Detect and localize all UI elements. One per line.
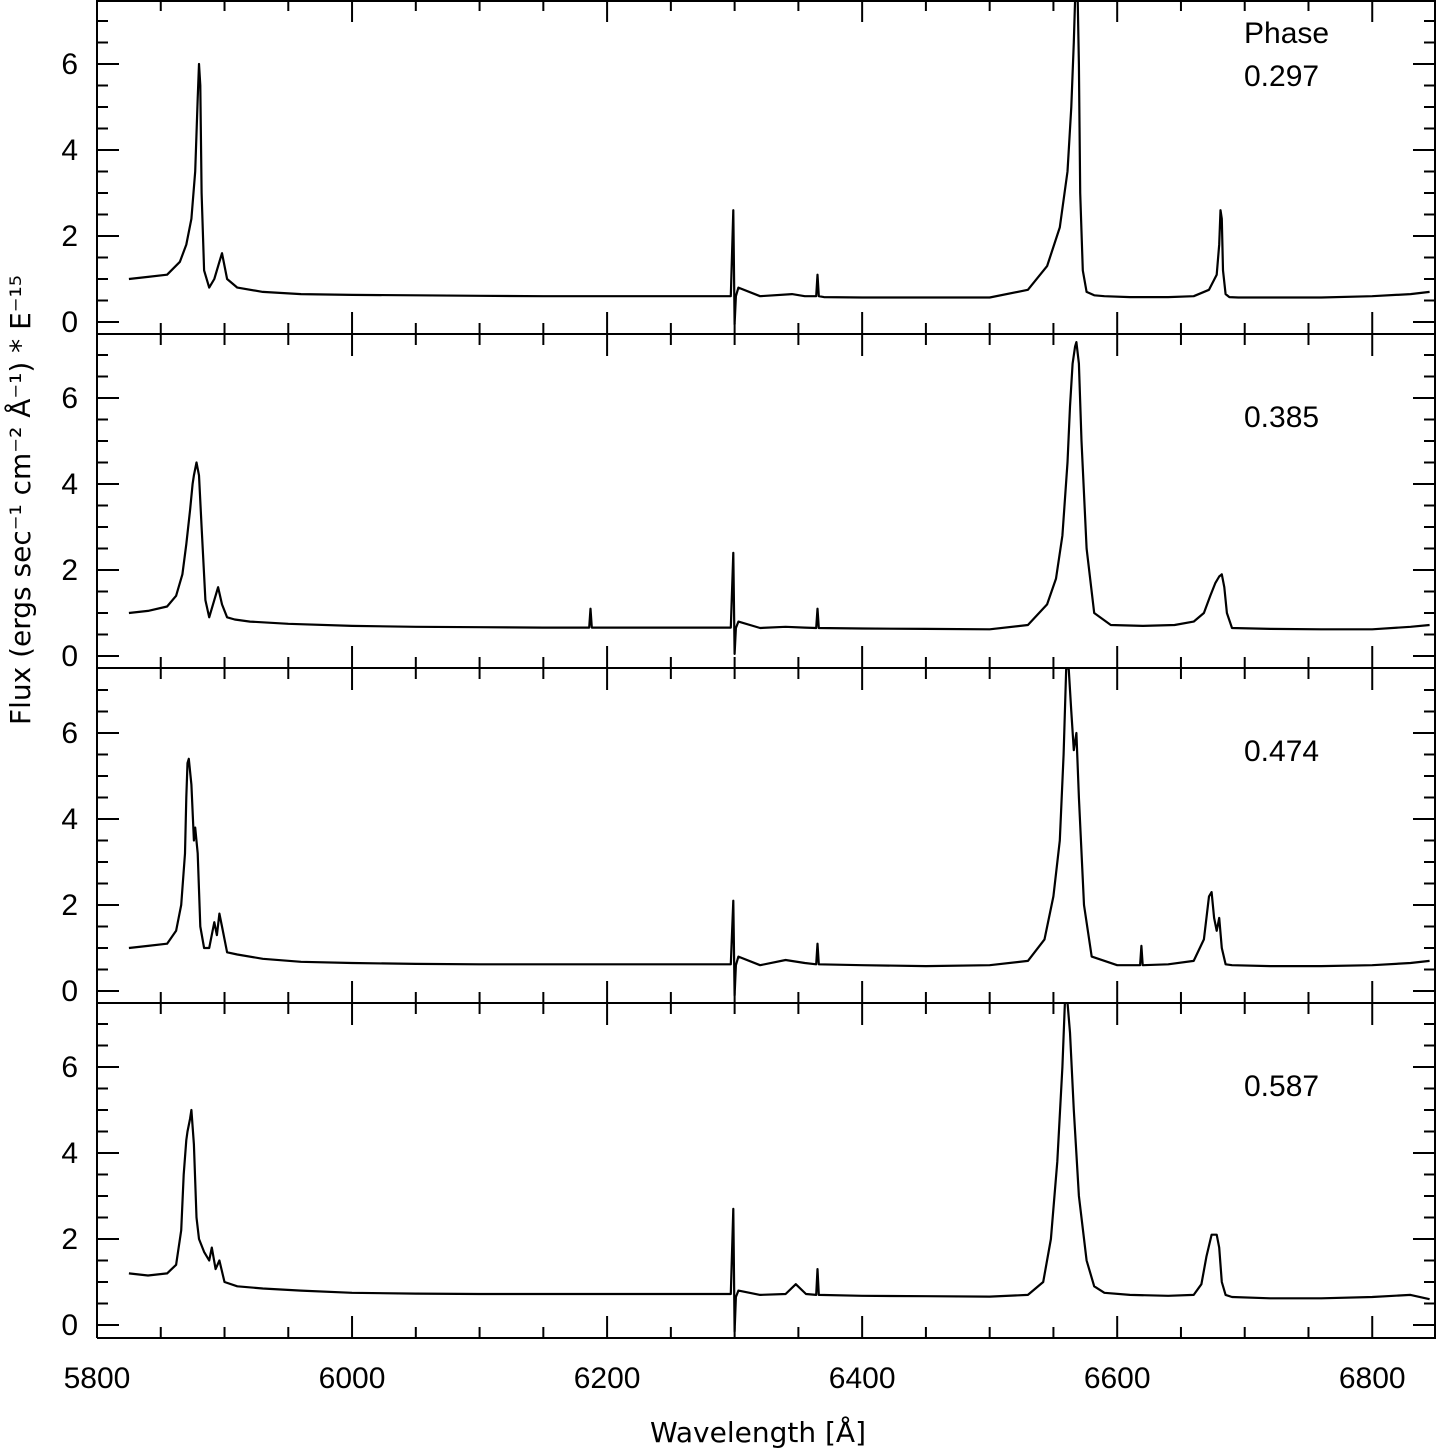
phase-label: 0.385 — [1244, 401, 1319, 434]
x-axis: 5800 6000 6200 6400 6600 6800 — [64, 1362, 1406, 1395]
y-tick-label: 2 — [61, 1223, 78, 1256]
y-tick-label: 2 — [61, 889, 78, 922]
y-tick-label: 4 — [61, 1137, 78, 1170]
y-tick-label: 0 — [61, 306, 78, 339]
phase-label: 0.474 — [1244, 735, 1319, 768]
x-tick-label: 6800 — [1339, 1362, 1406, 1395]
y-tick-label: 6 — [61, 717, 78, 750]
spectrum-line-4 — [128, 1003, 1430, 1333]
x-tick-label: 6400 — [829, 1362, 896, 1395]
spectrum-line-2 — [128, 341, 1430, 656]
y-axis-label: Flux (ergs sec⁻¹ cm⁻² Å⁻¹) * E⁻¹⁵ — [3, 275, 37, 725]
y-tick-label: 2 — [61, 554, 78, 587]
y-tick-label: 6 — [61, 382, 78, 415]
y-tick-label: 0 — [61, 975, 78, 1008]
phase-label: 0.297 — [1244, 60, 1319, 93]
y-tick-label: 6 — [61, 1051, 78, 1084]
spectrum-line-1 — [128, 0, 1430, 326]
y-tick-label: 6 — [61, 48, 78, 81]
x-tick-label: 6600 — [1084, 1362, 1151, 1395]
x-tick-label: 6200 — [574, 1362, 641, 1395]
panel-4: 0 2 4 6 0.587 — [61, 1003, 1436, 1342]
y-tick-label: 2 — [61, 220, 78, 253]
panel-2: 0 2 4 6 0.385 — [61, 334, 1436, 673]
x-tick-label: 6000 — [319, 1362, 386, 1395]
y-tick-label: 4 — [61, 468, 78, 501]
x-tick-label: 5800 — [64, 1362, 131, 1395]
spectrum-line-3 — [128, 668, 1430, 997]
y-tick-label: 0 — [61, 640, 78, 673]
panels-group: 0 2 4 6 Phase 0.297 0 2 4 6 0.385 0 2 4 6 0.474 0 2 4 6 0.58… — [61, 0, 1436, 1342]
x-axis-label: Wavelength [Å] — [650, 1415, 866, 1449]
panel-3: 0 2 4 6 0.474 — [61, 668, 1436, 1008]
y-tick-label: 0 — [61, 1309, 78, 1342]
y-tick-label: 4 — [61, 803, 78, 836]
panel-1: 0 2 4 6 Phase 0.297 — [61, 0, 1436, 339]
phase-label: Phase — [1244, 17, 1329, 50]
y-tick-label: 4 — [61, 134, 78, 167]
phase-label: 0.587 — [1244, 1070, 1319, 1103]
